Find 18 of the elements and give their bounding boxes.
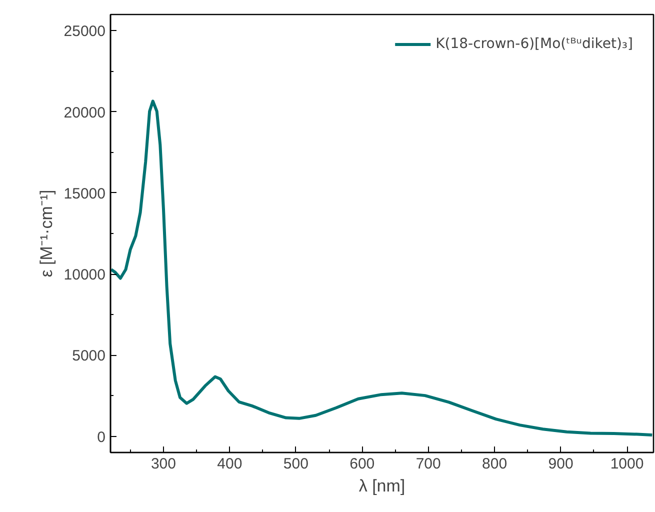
line-series [110,100,654,436]
x-tick-label: 400 [217,456,242,472]
y-tick-label: 20000 [64,104,106,122]
x-tick-label: 1000 [610,456,644,472]
legend-label: K(18-crown-6)[Mo(ᵗᴮᵘdiket)₃] [436,36,633,52]
x-tick-label: 700 [416,456,441,472]
x-tick-label: 500 [283,456,308,472]
y-tick-label: 10000 [64,266,106,284]
y-tick-label: 15000 [64,185,106,202]
x-tick-label: 800 [482,456,508,472]
y-tick-label: 0 [97,428,106,446]
y-tick-label: 5000 [72,348,106,365]
x-tick-label: 900 [548,456,574,472]
x-axis-title: λ [nm] [358,476,406,496]
x-tick-label: 600 [350,456,375,472]
x-tick-label: 300 [150,456,176,472]
y-tick-label: 25000 [64,23,106,40]
y-axis-title: ε [M⁻¹·cm⁻¹] [36,190,56,278]
